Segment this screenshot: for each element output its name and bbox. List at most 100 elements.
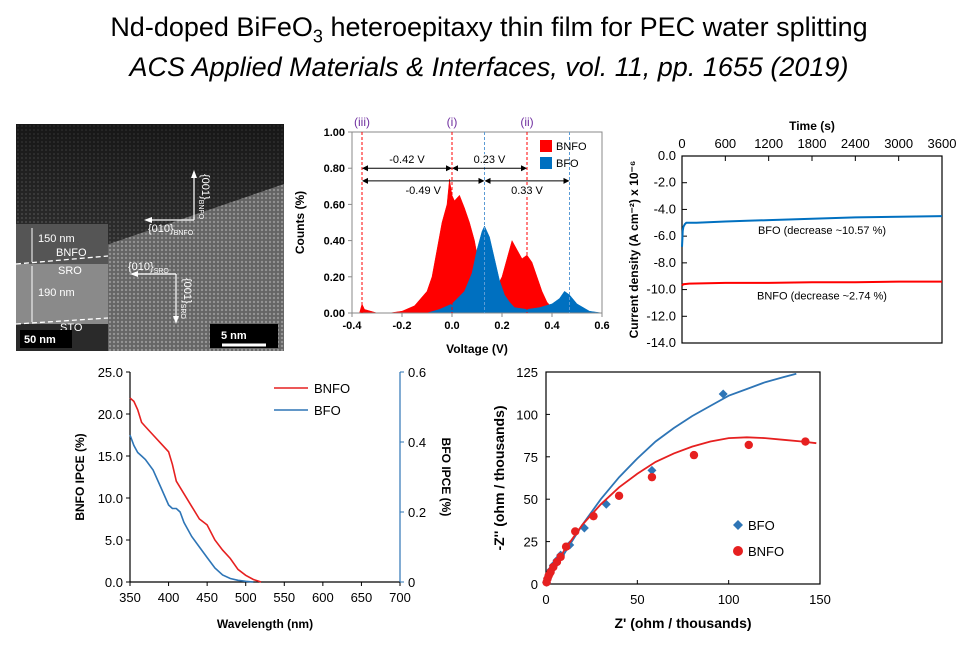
nyquist-xtick-label: 150 [809,592,831,607]
histogram-arrowhead [478,177,485,184]
histogram-legend-label: BNFO [556,141,587,153]
nyquist-fit-bnfo [545,436,817,585]
stability-xlabel: Time (s) [789,119,835,133]
ipce-ytick-right-label: 0.4 [408,435,426,450]
nyquist-ytick-label: 100 [516,407,538,422]
stability-xtick-label: 3600 [928,136,957,151]
nyquist-point-bnfo [556,552,565,562]
stability-xtick-label: 600 [714,136,736,151]
ipce-ylabel-right: BFO IPCE (%) [439,438,453,517]
histogram-ytick-label: 0.40 [324,236,345,248]
histogram-marker-label: (ii) [520,115,533,129]
histogram-annotation-label: -0.42 V [389,154,425,166]
ipce-ytick-left-label: 0.0 [105,575,123,590]
histogram-ytick-label: 0.80 [324,163,345,175]
nyquist-point-bnfo [589,511,598,521]
histogram-ytick-label: 0.60 [324,199,345,211]
tem-scale-5nm: 5 nm [221,330,247,342]
ipce-ytick-right-label: 0 [408,575,415,590]
ipce-xtick-label: 400 [158,590,180,605]
nyquist-ytick-label: 75 [524,450,538,465]
histogram-annotation-label: -0.49 V [406,185,442,197]
stability-series-label: BFO (decrease ~10.57 %) [758,225,886,237]
ipce-xtick-label: 600 [312,590,334,605]
histogram-arrowhead [484,177,491,184]
nyquist-point-bnfo [614,491,624,501]
histogram-annotation-label: 0.23 V [474,154,506,166]
stability-ytick-label: 0.0 [658,148,676,163]
nyquist-xtick-label: 0 [542,592,549,607]
citation: ACS Applied Materials & Interfaces, vol.… [129,52,849,82]
histogram-arrowhead [446,165,452,172]
ipce-xtick-label: 550 [273,590,295,605]
ipce-legend-label: BFO [314,403,341,418]
histogram-xtick-label: -0.2 [393,320,412,332]
nyquist-ylabel: -Z'' (ohm / thousands) [491,405,507,550]
nyquist-point-bfo [579,523,589,533]
tem-dir-010-sro: {010}SRO [128,261,169,275]
histogram-arrowhead [362,165,368,172]
stability-xtick-label: 1800 [798,136,827,151]
histogram-annotation-label: 0.33 V [511,185,543,197]
nyquist-fit-bfo [545,372,797,585]
histogram-ytick-label: 1.00 [324,127,345,139]
nyquist-xtick-label: 50 [630,592,644,607]
histogram-area-bfo [352,225,603,314]
histogram-xtick-label: 0.6 [594,320,609,332]
ipce-xtick-label: 700 [389,590,411,605]
ipce-ytick-left-label: 25.0 [98,365,123,380]
ipce-ylabel-left: BNFO IPCE (%) [73,433,87,520]
ipce-ytick-left-label: 10.0 [98,491,123,506]
ipce-xtick-label: 650 [351,590,373,605]
nyquist-xlabel: Z' (ohm / thousands) [614,615,751,631]
nyquist-point-bnfo [689,450,699,460]
stability-ytick-label: -2.0 [654,175,676,190]
ipce-ytick-right-label: 0.6 [408,365,426,380]
stability-line-bfo [681,215,943,247]
ipce-line-bfo [129,434,254,583]
tem-label-190nm: 190 nm [38,287,75,299]
ipce-line-bnfo [129,397,262,583]
histogram-marker-label: (iii) [354,115,370,129]
nyquist-legend-marker-bfo [733,520,743,530]
nyquist-point-bnfo [647,472,657,482]
nyquist-plot-frame [545,371,821,585]
stability-ytick-label: -8.0 [654,255,676,270]
nyquist-point-bfo [647,465,657,475]
nyquist-ytick-label: 25 [524,535,538,550]
stability-ytick-label: -12.0 [646,308,676,323]
tem-label-bnfo: BNFO [56,247,87,259]
tem-scale-50nm: 50 nm [24,334,56,346]
stability-ytick-label: -4.0 [654,201,676,216]
stability-xtick-label: 3000 [884,136,913,151]
nyquist-point-bnfo [561,542,571,551]
stability-chart: 0 600 1200 1800 2400 3000 3600 0.0 -2.0 -4.0 -6.0 -… [627,119,957,350]
tem-micrograph: 150 nm BNFO SRO 190 nm STO 50 nm 5 nm {0… [15,124,284,351]
ipce-legend-label: BNFO [314,381,350,396]
ipce-chart: 350 400 450 500 550 600 650 700 0.0 5.0 10.0 15.0 20… [73,365,453,631]
ipce-ytick-right-label: 0.2 [408,505,426,520]
stability-line-bnfo [681,280,942,287]
ipce-xtick-label: 350 [119,590,141,605]
histogram-xtick-label: -0.4 [343,320,363,332]
nyquist-point-bnfo [801,437,810,446]
histogram-ytick-label: 0.20 [324,272,345,284]
histogram-legend-label: BFO [556,158,579,170]
nyquist-legend-label: BFO [748,518,775,533]
stability-xtick-label: 0 [678,136,685,151]
page-title: Nd-doped BiFeO3 heteroepitaxy thin film … [110,12,868,47]
stability-ylabel: Current density (A cm⁻²) x 10⁻⁶ [627,161,641,339]
stability-ytick-label: -14.0 [646,335,676,350]
nyquist-xtick-label: 100 [718,592,740,607]
tem-label-sro: SRO [58,265,82,277]
nyquist-ytick-label: 50 [524,492,538,507]
histogram-legend-swatch-bnfo [540,140,552,152]
nyquist-point-bnfo [744,440,753,450]
histogram-plot-frame [351,131,603,314]
stability-plot-frame [681,155,943,344]
ipce-xlabel: Wavelength (nm) [217,617,313,631]
histogram-legend-swatch-bfo [540,157,552,169]
ipce-ytick-left-label: 15.0 [98,449,123,464]
histogram-arrowhead [362,177,368,184]
tem-label-150nm: 150 nm [38,233,75,245]
